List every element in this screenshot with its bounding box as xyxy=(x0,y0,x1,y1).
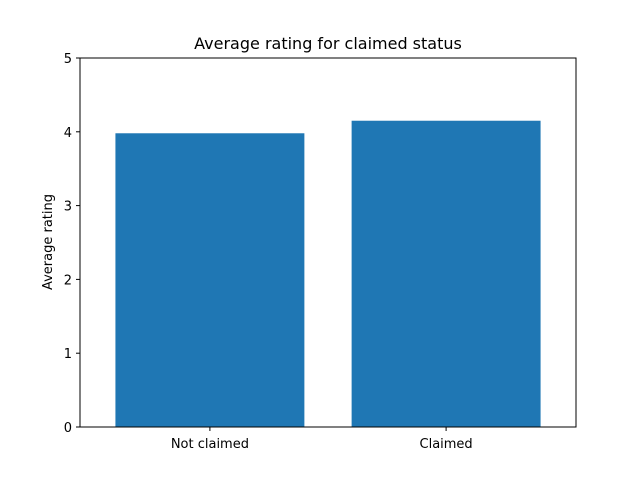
bars-group xyxy=(115,120,541,427)
x-ticks-group: Not claimed Claimed xyxy=(171,427,473,452)
y-tick-label: 5 xyxy=(64,52,72,67)
bar-claimed xyxy=(351,120,541,427)
y-tick-label: 4 xyxy=(64,126,72,141)
x-tick-label: Claimed xyxy=(420,437,473,452)
y-tick-label: 2 xyxy=(64,273,72,288)
y-tick-label: 0 xyxy=(64,421,72,436)
y-tick-label: 3 xyxy=(64,200,72,215)
y-ticks-group: 0 1 2 3 4 5 xyxy=(64,52,80,436)
y-tick-label: 1 xyxy=(64,347,72,362)
y-axis-title: Average rating xyxy=(41,194,56,290)
x-tick-label: Not claimed xyxy=(171,437,249,452)
plot-frame xyxy=(79,57,577,428)
bar-not-claimed xyxy=(115,133,305,427)
chart-title: Average rating for claimed status xyxy=(194,34,462,53)
